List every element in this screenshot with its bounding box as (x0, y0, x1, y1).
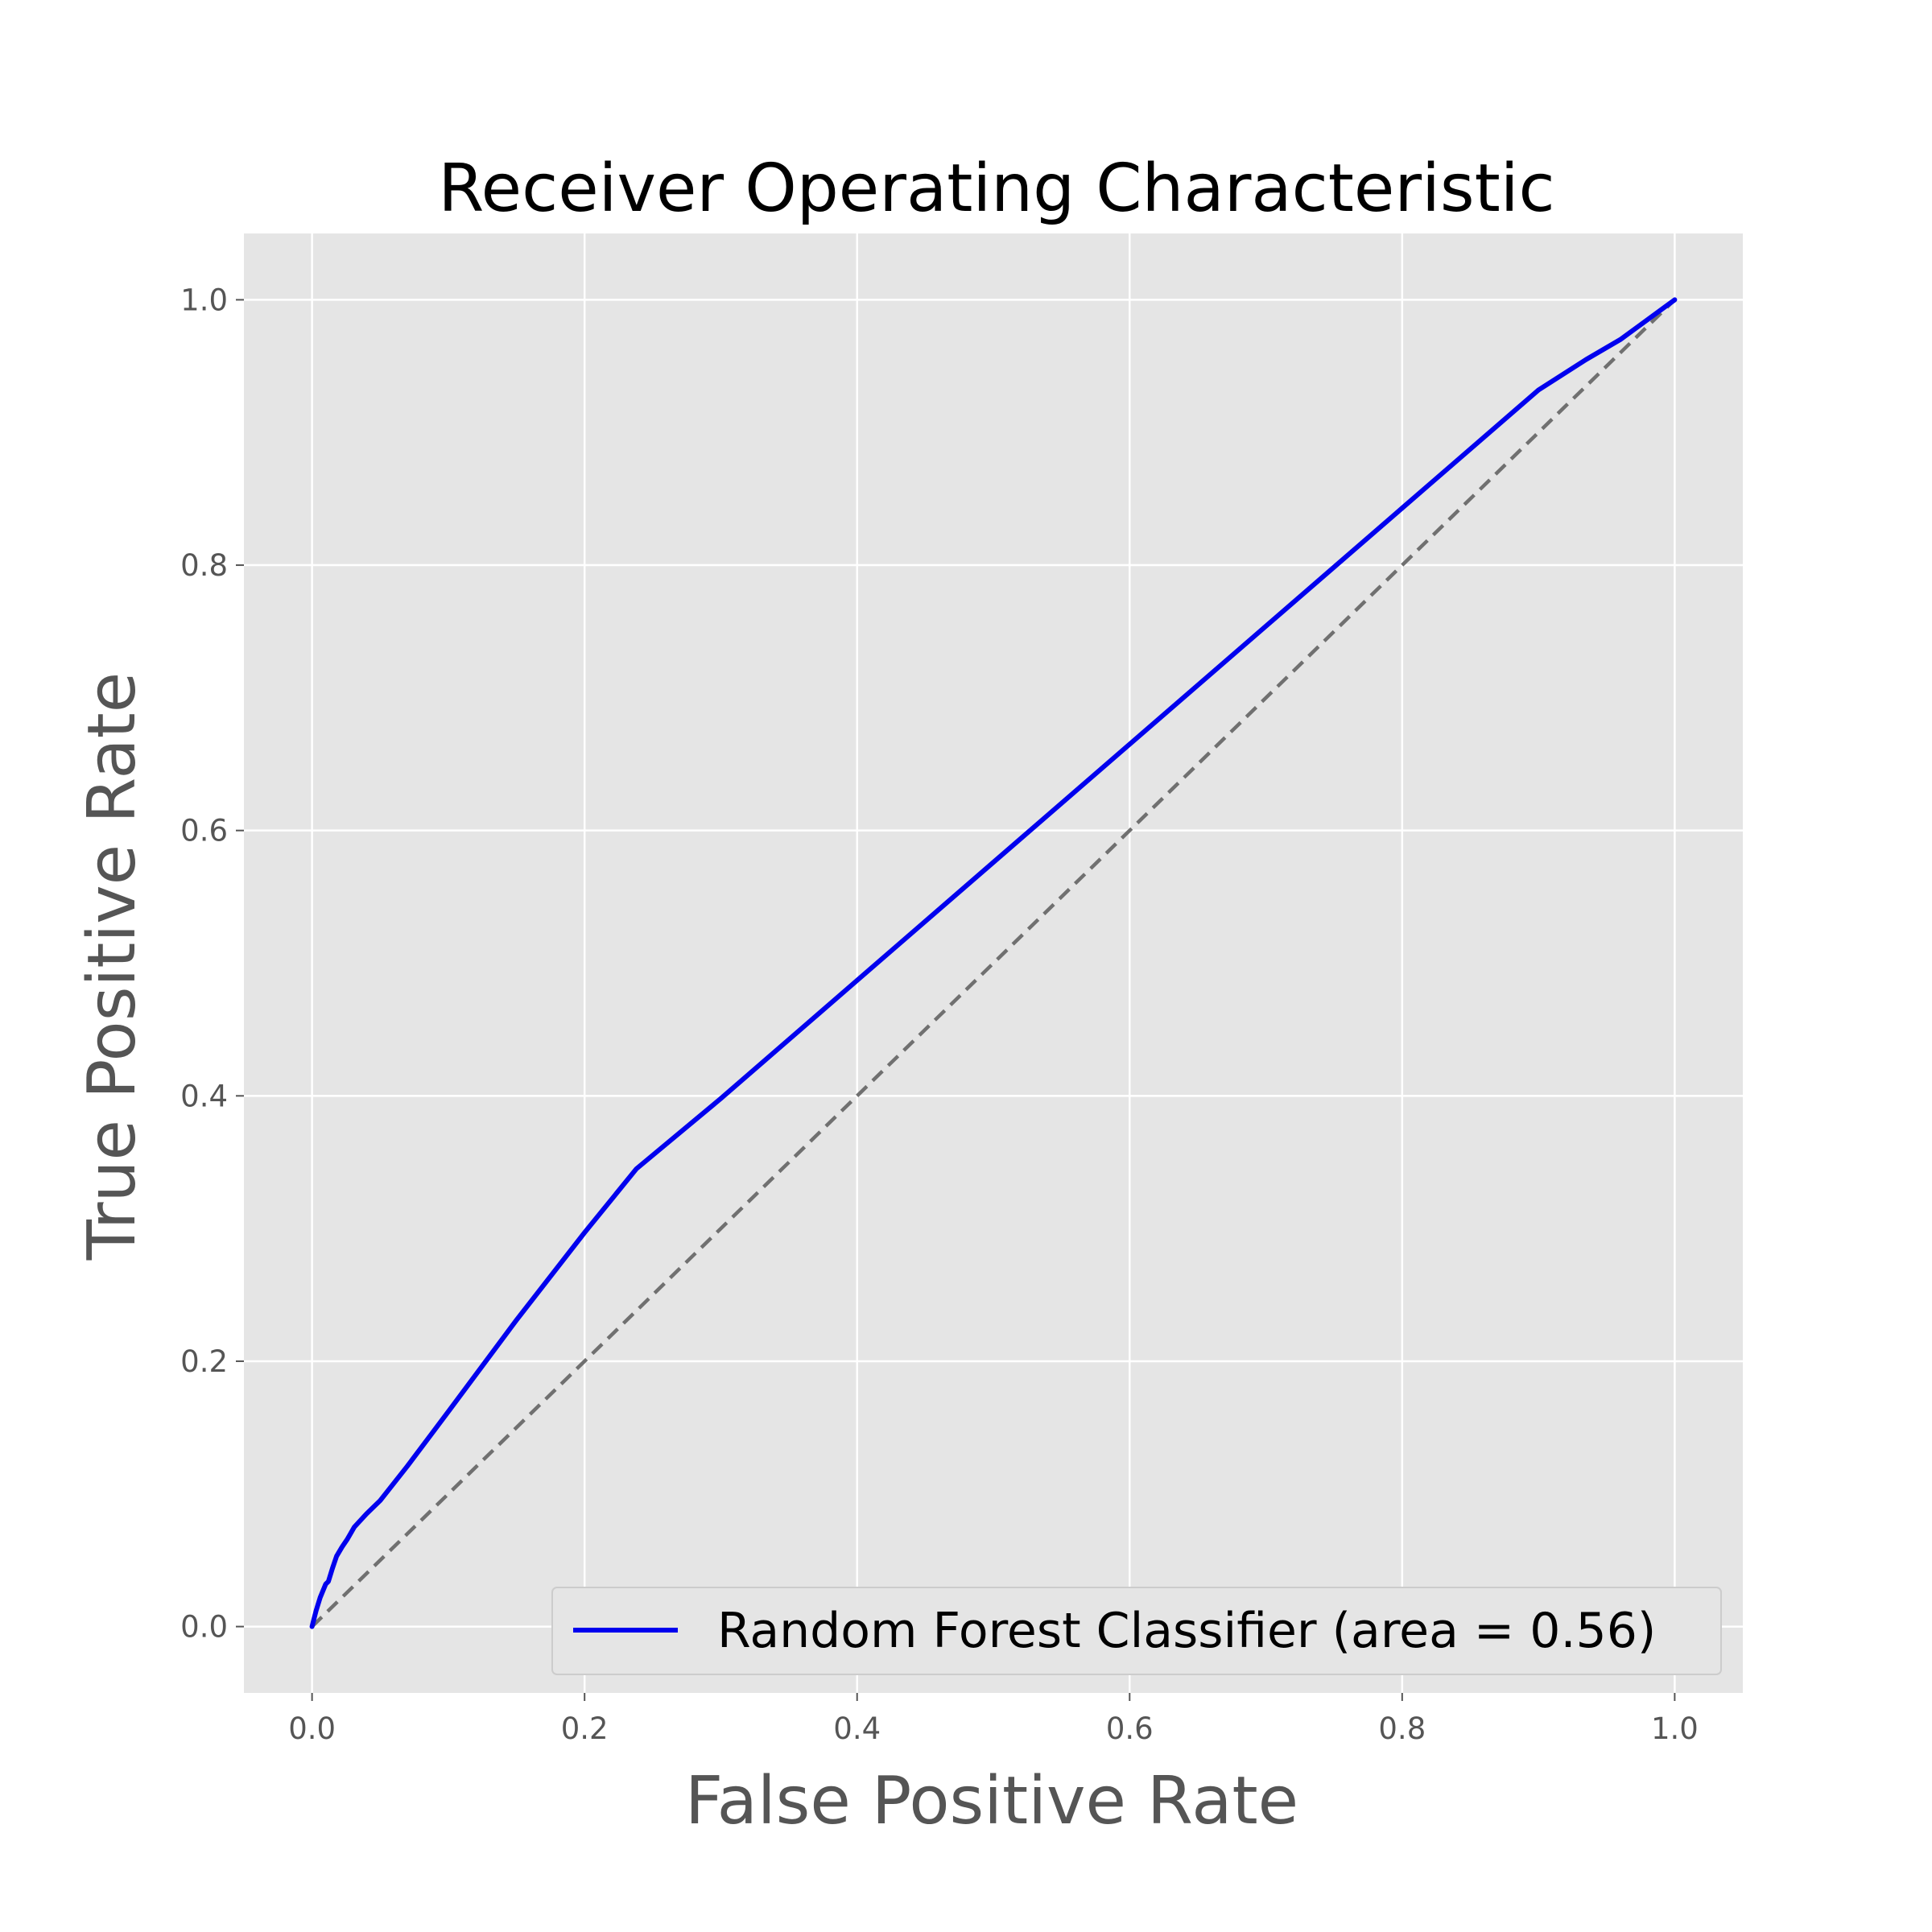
y-tick-label: 1.0 (180, 283, 228, 317)
x-tick-label: 1.0 (1651, 1711, 1699, 1746)
y-axis-label: True Positive Rate (74, 672, 151, 1261)
y-tick-label: 0.0 (180, 1610, 228, 1645)
y-tick-label: 0.2 (180, 1344, 228, 1379)
y-tick-label: 0.8 (180, 548, 228, 583)
x-axis-label: False Positive Rate (685, 1763, 1298, 1839)
legend-box (551, 1587, 1722, 1675)
plot-area (244, 233, 1743, 1693)
chance-diagonal-line (311, 298, 1676, 1629)
series-lines (309, 297, 1678, 1629)
y-tick-label: 0.6 (180, 814, 228, 848)
x-tick-label: 0.6 (1106, 1711, 1154, 1746)
chart-title: Receiver Operating Characteristic (438, 151, 1554, 227)
x-tick-label: 0.0 (288, 1711, 336, 1746)
roc-curve-line (309, 297, 1678, 1629)
x-tick-label: 0.2 (561, 1711, 609, 1746)
x-tick-label: 0.8 (1378, 1711, 1426, 1746)
legend-label: Random Forest Classifier (area = 0.56) (717, 1603, 1656, 1659)
y-tick-label: 0.4 (180, 1079, 228, 1113)
legend: Random Forest Classifier (area = 0.56) (551, 1587, 1722, 1675)
axis-ticks: 0.0 0.2 0.4 0.6 0.8 1.0 0.0 0.2 0.4 0.6 0.8 1.0 (180, 283, 1699, 1746)
x-tick-label: 0.4 (833, 1711, 881, 1746)
